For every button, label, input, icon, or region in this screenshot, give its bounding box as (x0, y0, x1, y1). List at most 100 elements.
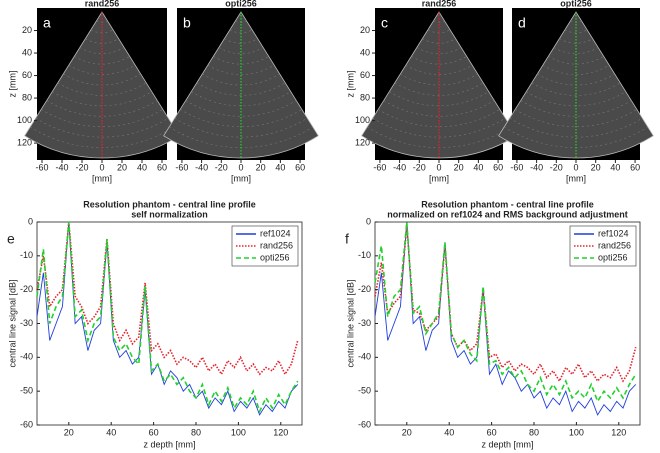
x-tick-label: 20 (256, 162, 266, 172)
legend-box (569, 225, 637, 267)
panel-label: a (43, 15, 51, 31)
y-tick-label: -60 (20, 419, 33, 429)
x-tick-label: 20 (64, 427, 74, 437)
y-tick-label: 100 (17, 115, 32, 125)
chart-subtitle: self normalization (131, 209, 208, 219)
speckle-band (213, 55, 269, 65)
panel-label: b (183, 15, 191, 31)
y-tick-label: 40 (360, 47, 370, 57)
y-tick-label: 120 (17, 137, 32, 147)
panel-title: rand256 (422, 0, 457, 8)
x-tick-label: 40 (444, 427, 454, 437)
speckle-band (41, 109, 163, 127)
y-tick-label: 20 (22, 25, 32, 35)
x-tick-label: -60 (510, 162, 523, 172)
x-tick-label: -20 (75, 162, 88, 172)
legend-label: rand256 (598, 240, 631, 250)
y-tick-label: 100 (355, 115, 370, 125)
y-tick-label: 60 (360, 70, 370, 80)
speckle-band (548, 55, 604, 65)
x-tick-label: 20 (591, 162, 601, 172)
x-tick-label: -20 (550, 162, 563, 172)
panel-label: e (7, 231, 15, 247)
data-line (36, 221, 299, 376)
x-tick-label: 80 (191, 427, 201, 437)
x-tick-label: -20 (413, 162, 426, 172)
x-axis-label: [mm] (92, 173, 112, 183)
x-tick-label: 20 (117, 162, 127, 172)
x-tick-label: -60 (175, 162, 188, 172)
speckle-band (515, 109, 637, 127)
panel-title: opti256 (225, 0, 257, 8)
y-axis-label: z [mm] (7, 71, 17, 98)
x-tick-label: 120 (273, 427, 288, 437)
speckle-band (74, 55, 130, 65)
y-axis-label: central line signal [dB] (345, 279, 355, 367)
legend-label: ref1024 (598, 228, 629, 238)
x-tick-label: 40 (473, 162, 483, 172)
x-tick-label: 100 (231, 427, 246, 437)
y-tick-label: 20 (360, 25, 370, 35)
x-tick-label: 0 (436, 162, 441, 172)
legend-label: rand256 (260, 240, 293, 250)
data-line (36, 221, 299, 414)
y-tick-label: -20 (358, 284, 371, 294)
x-axis-label: [mm] (429, 173, 449, 183)
y-tick-label: -30 (20, 318, 33, 328)
x-tick-label: 0 (238, 162, 243, 172)
panel-label: f (345, 231, 349, 247)
x-tick-label: -40 (393, 162, 406, 172)
speckle-band (180, 109, 302, 127)
speckle-band (90, 29, 114, 34)
legend-box (231, 225, 299, 267)
legend-label: opti256 (598, 252, 628, 262)
speckle-band (196, 82, 286, 96)
x-axis-label: z depth [mm] (481, 439, 533, 449)
x-tick-label: 20 (402, 427, 412, 437)
panel-title: rand256 (85, 0, 120, 8)
x-tick-label: 0 (99, 162, 104, 172)
panel-label: c (381, 15, 388, 31)
speckle-band (224, 38, 258, 44)
speckle-band (427, 29, 451, 34)
legend-label: opti256 (260, 252, 290, 262)
panel-title: opti256 (560, 0, 592, 8)
y-tick-label: 40 (22, 47, 32, 57)
chart-title: Resolution phantom - central line profil… (421, 199, 594, 209)
y-tick-label: 80 (22, 92, 32, 102)
x-tick-label: -40 (55, 162, 68, 172)
speckle-band (531, 82, 621, 96)
x-tick-label: 60 (295, 162, 305, 172)
x-tick-label: 60 (630, 162, 640, 172)
y-tick-label: -50 (20, 386, 33, 396)
x-axis-label: [mm] (231, 173, 251, 183)
x-tick-label: -60 (35, 162, 48, 172)
speckle-band (559, 38, 593, 44)
y-tick-label: -10 (20, 250, 33, 260)
x-tick-label: 40 (106, 427, 116, 437)
speckle-band (57, 82, 147, 96)
speckle-band (564, 29, 588, 34)
data-line (374, 221, 637, 416)
x-axis-label: [mm] (566, 173, 586, 183)
y-tick-label: -50 (358, 386, 371, 396)
x-tick-label: 60 (487, 427, 497, 437)
y-tick-label: -60 (358, 419, 371, 429)
legend-label: ref1024 (260, 228, 291, 238)
y-tick-label: -40 (20, 352, 33, 362)
y-tick-label: -30 (358, 318, 371, 328)
x-axis-label: z depth [mm] (143, 439, 195, 449)
x-tick-label: 0 (573, 162, 578, 172)
x-tick-label: -20 (215, 162, 228, 172)
y-tick-label: 80 (360, 92, 370, 102)
chart-title: Resolution phantom - central line profil… (83, 199, 256, 209)
x-tick-label: 20 (454, 162, 464, 172)
speckle-band (394, 82, 484, 96)
panel-label: d (518, 15, 526, 31)
speckle-band (422, 38, 456, 44)
x-tick-label: 100 (569, 427, 584, 437)
speckle-band (229, 29, 253, 34)
x-tick-label: 40 (275, 162, 285, 172)
chart-subtitle: normalized on ref1024 and RMS background… (387, 209, 628, 219)
y-tick-label: 120 (355, 137, 370, 147)
